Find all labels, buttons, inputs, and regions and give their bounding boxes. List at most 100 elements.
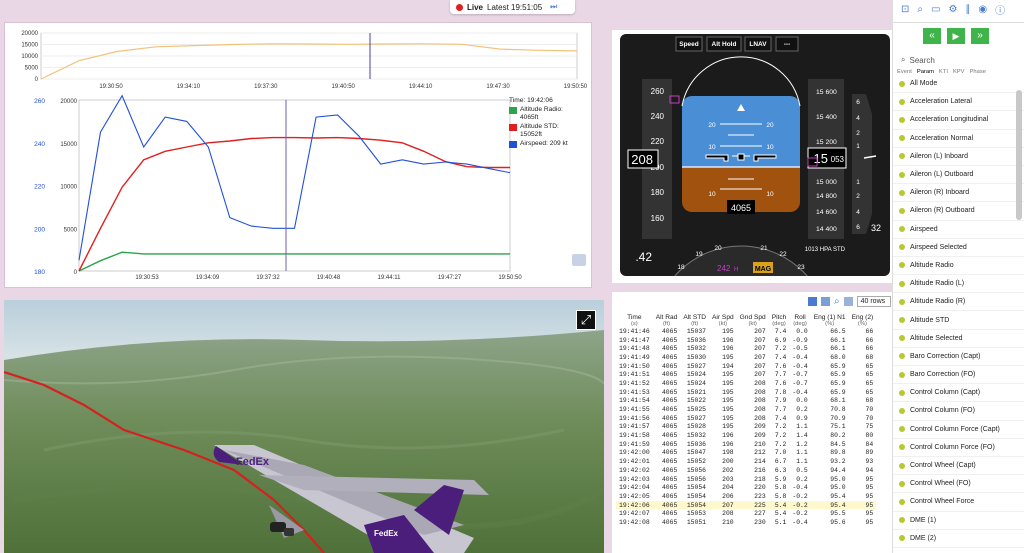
- copy-icon[interactable]: [821, 297, 830, 306]
- parameter-item[interactable]: DME (2): [893, 530, 1024, 548]
- column-header[interactable]: Time: [627, 314, 642, 321]
- parameter-dot-icon: [899, 80, 905, 87]
- table-row[interactable]: 19:41:47 4065 15036 196 207 6.9 -0.9 66.1 66: [616, 336, 876, 345]
- table-row[interactable]: 19:42:00 4065 15047 198 212 7.0 1.1 89.8 89: [616, 449, 876, 458]
- table-row[interactable]: 19:41:50 4065 15027 194 207 7.6 -0.4 65.9 65: [616, 362, 876, 371]
- table-row[interactable]: 19:41:53 4065 15021 195 208 7.8 -0.4 65.9 65: [616, 388, 876, 397]
- parameter-item[interactable]: Aileron (L) Outboard: [893, 166, 1024, 185]
- parameter-item[interactable]: Baro Correction (FO): [893, 366, 1024, 385]
- column-header[interactable]: Air Spd: [712, 314, 734, 321]
- play-circle-icon[interactable]: ◉: [978, 3, 988, 15]
- table-cell: 93: [865, 458, 874, 466]
- parameter-item[interactable]: Acceleration Longitudinal: [893, 111, 1024, 130]
- table-row[interactable]: 19:41:58 4065 15032 196 209 7.2 1.4 80.2 80: [616, 431, 876, 440]
- overview-x-tick: 19:34:10: [177, 84, 201, 90]
- table-row[interactable]: 19:42:07 4065 15053 208 227 5.4 -0.2 95.5 95: [616, 509, 876, 518]
- monitor-icon[interactable]: ▭: [931, 3, 941, 15]
- skip-to-end-icon[interactable]: ⏭: [550, 2, 558, 11]
- table-row[interactable]: 19:42:06 4065 15054 207 225 5.4 -0.2 95.4 95: [616, 500, 877, 510]
- parameter-label: Airspeed: [910, 225, 938, 233]
- columns-icon[interactable]: [843, 297, 853, 306]
- table-row[interactable]: 19:42:03 4065 15056 203 218 5.9 0.2 95.0 95: [616, 475, 876, 484]
- parameter-item[interactable]: Altitude Selected: [893, 330, 1024, 348]
- parameter-item[interactable]: Acceleration Normal: [893, 130, 1024, 148]
- columns-toggle-icon[interactable]: ∥: [965, 3, 971, 15]
- flight-data-table[interactable]: Time Alt Rad Alt STD Air Spd Gnd Spd Pitch Rol…: [616, 314, 877, 527]
- table-row[interactable]: 19:42:05 4065 15054 206 223 5.8 -0.2 95.4 95: [616, 492, 876, 501]
- table-row[interactable]: 19:42:08 4065 15051 210 230 5.1 -0.4 95.6 95: [616, 518, 876, 527]
- parameter-item[interactable]: Control Wheel Force: [893, 493, 1024, 512]
- compass-tick-22: 22: [779, 251, 787, 258]
- filter-kti[interactable]: KTI: [938, 69, 948, 75]
- table-cell: 19:41:47: [619, 336, 650, 344]
- column-header[interactable]: Eng (2): [851, 314, 874, 321]
- parameter-item[interactable]: Aileron (R) Outboard: [893, 202, 1024, 221]
- parameter-item[interactable]: Altitude Radio (R): [893, 293, 1024, 312]
- table-row[interactable]: 19:41:48 4065 15032 196 207 7.2 -0.5 66.1 66: [616, 344, 876, 353]
- column-header[interactable]: Eng (1) N1: [813, 314, 846, 321]
- parameter-item[interactable]: Airspeed Selected: [893, 239, 1024, 257]
- parameter-item[interactable]: Control Column Force (FO): [893, 439, 1024, 457]
- sidebar-scrollbar[interactable]: [1016, 90, 1022, 220]
- table-row[interactable]: 19:42:02 4065 15056 202 216 6.3 0.5 94.4 94: [616, 466, 876, 475]
- parameter-item[interactable]: DME (1): [893, 512, 1024, 530]
- gear-icon[interactable]: ⚙: [948, 3, 958, 15]
- chart-menu-icon[interactable]: [572, 254, 586, 266]
- lock-icon[interactable]: ⊡: [901, 3, 910, 15]
- parameter-item[interactable]: Altitude Radio: [893, 257, 1024, 276]
- table-row[interactable]: 19:41:57 4065 15028 195 209 7.2 1.1 75.1 75: [616, 423, 876, 432]
- table-row[interactable]: 19:41:52 4065 15024 195 208 7.6 -0.7 65.9 65: [616, 379, 876, 388]
- filter-phase[interactable]: Phase: [969, 69, 986, 75]
- pitch-mark-neg10-left: 10: [708, 191, 716, 198]
- table-cell: 5.9: [774, 475, 787, 483]
- table-row[interactable]: 19:41:51 4065 15024 195 207 7.7 -0.7 65.9 65: [616, 370, 876, 379]
- parameter-item[interactable]: Control Column (FO): [893, 402, 1024, 421]
- parameter-item[interactable]: Aileron (R) Inboard: [893, 184, 1024, 203]
- parameter-item[interactable]: Control Column (Capt): [893, 384, 1024, 403]
- parameter-item[interactable]: Control Wheel (Capt): [893, 457, 1024, 476]
- parameter-item[interactable]: Altitude Radio (L): [893, 275, 1024, 294]
- table-row[interactable]: 19:41:46 4065 15037 195 207 7.4 0.0 66.5 66: [616, 327, 876, 336]
- filter-kpv[interactable]: KPV: [952, 69, 965, 75]
- parameter-item[interactable]: Airspeed: [893, 221, 1024, 239]
- table-cell: 230: [754, 518, 766, 526]
- table-row[interactable]: 19:41:49 4065 15030 195 207 7.4 -0.4 68.0 68: [616, 353, 876, 362]
- export-icon[interactable]: [808, 297, 817, 306]
- column-header[interactable]: Alt STD: [683, 314, 707, 321]
- table-row[interactable]: 19:41:56 4065 15027 195 208 7.4 0.9 70.9 70: [616, 414, 876, 423]
- main-x-tick: 19:37:32: [256, 275, 280, 281]
- table-row[interactable]: 19:42:04 4065 15054 204 220 5.8 -0.4 95.0 95: [616, 483, 876, 492]
- fullscreen-icon[interactable]: ⤢: [576, 310, 596, 330]
- parameter-item[interactable]: Aileron (L) Inboard: [893, 148, 1024, 166]
- filter-param[interactable]: Param: [916, 69, 934, 75]
- table-cell: 19:42:01: [619, 458, 650, 466]
- rows-select[interactable]: 40 rows: [856, 296, 891, 307]
- parameter-item[interactable]: Control Wheel (FO): [893, 475, 1024, 494]
- table-row[interactable]: 19:42:01 4065 15052 200 214 6.7 1.1 93.2 93: [616, 457, 876, 466]
- table-cell: 207: [754, 353, 766, 361]
- sidebar-search-input[interactable]: Search: [909, 55, 935, 65]
- sidebar-search[interactable]: ⌕ Search: [893, 49, 1024, 67]
- parameter-item[interactable]: Altitude STD: [893, 311, 1024, 330]
- parameter-item[interactable]: Control Column Force (Capt): [893, 421, 1024, 439]
- rewind-button[interactable]: «: [923, 28, 941, 44]
- parameter-item[interactable]: Acceleration Lateral: [893, 93, 1024, 112]
- column-header[interactable]: Gnd Spd: [739, 314, 766, 321]
- play-button[interactable]: ▶: [947, 28, 965, 44]
- info-icon[interactable]: ⓘ: [995, 5, 1006, 17]
- aircraft-logo-text: FedEx: [236, 456, 270, 468]
- fast-forward-button[interactable]: »: [971, 28, 989, 44]
- parameter-item[interactable]: All Mode: [893, 75, 1024, 94]
- table-row[interactable]: 19:41:54 4065 15022 195 208 7.9 0.0 68.1 68: [616, 397, 876, 406]
- search-icon[interactable]: ⌕: [834, 296, 840, 307]
- search-toolbar-icon[interactable]: ⌕: [917, 3, 923, 15]
- column-header[interactable]: Pitch: [771, 314, 787, 321]
- chart-svg[interactable]: 20000 15000 10000 5000 0 19:30:50 19:34:10 19:3…: [5, 23, 593, 289]
- table-row[interactable]: 19:41:59 4065 15036 196 210 7.2 1.2 84.5 84: [616, 440, 876, 449]
- column-header[interactable]: Alt Rad: [655, 314, 678, 321]
- flight-3d-view[interactable]: FedEx FedEx ⤢: [4, 300, 604, 553]
- parameter-item[interactable]: Baro Correction (Capt): [893, 348, 1024, 366]
- filter-event[interactable]: Event: [897, 69, 912, 75]
- column-header[interactable]: Roll: [794, 314, 806, 321]
- table-row[interactable]: 19:41:55 4065 15025 195 208 7.7 0.2 70.8 70: [616, 405, 876, 414]
